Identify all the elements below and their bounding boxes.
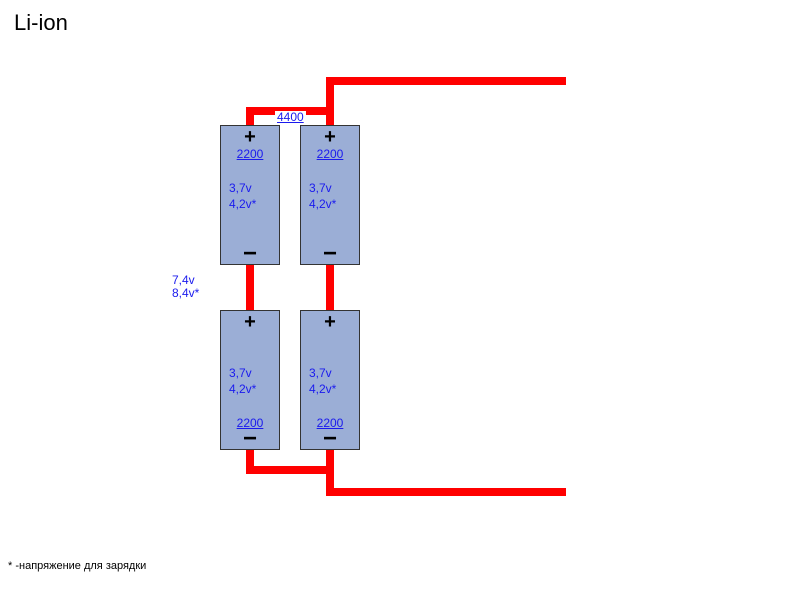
cell-charge-voltage: 4,2v*: [229, 198, 256, 212]
cell-charge-voltage: 4,2v*: [309, 198, 336, 212]
cell-capacity: 2200: [237, 417, 264, 431]
polarity-minus: −: [323, 240, 337, 268]
page-title: Li-ion: [14, 10, 68, 36]
wire-series-link: [246, 263, 254, 312]
series-voltage-charge: 8,4v*: [172, 287, 199, 301]
footnote: * -напряжение для зарядки: [8, 560, 146, 572]
series-voltage-label: 7,4v8,4v*: [172, 274, 199, 302]
battery-cell: +−22003,7v4,2v*: [220, 310, 280, 450]
cell-capacity: 2200: [317, 148, 344, 162]
cell-voltage: 3,7v: [229, 182, 252, 196]
pack-capacity-label: 4400: [275, 111, 306, 125]
polarity-plus: +: [244, 126, 256, 149]
polarity-plus: +: [244, 311, 256, 334]
wire-series-link: [326, 263, 334, 312]
battery-cell: + − 2200 3,7v 4,2v*: [300, 125, 360, 265]
wire-output-positive: [326, 77, 566, 85]
battery-cell: + − 2200 3,7v 4,2v*: [220, 125, 280, 265]
polarity-minus: −: [243, 240, 257, 268]
wire-bottom-parallel: [246, 466, 334, 474]
wire-segment: [246, 107, 254, 127]
wire-output-negative: [326, 488, 566, 496]
polarity-plus: +: [324, 126, 336, 149]
cell-voltage: 3,7v: [229, 367, 252, 381]
polarity-plus: +: [324, 311, 336, 334]
cell-charge-voltage: 4,2v*: [309, 383, 336, 397]
cell-voltage: 3,7v: [309, 182, 332, 196]
cell-capacity: 2200: [237, 148, 264, 162]
cell-charge-voltage: 4,2v*: [229, 383, 256, 397]
battery-cell: +−22003,7v4,2v*: [300, 310, 360, 450]
series-voltage-nominal: 7,4v: [172, 274, 199, 288]
cell-voltage: 3,7v: [309, 367, 332, 381]
cell-capacity: 2200: [317, 417, 344, 431]
